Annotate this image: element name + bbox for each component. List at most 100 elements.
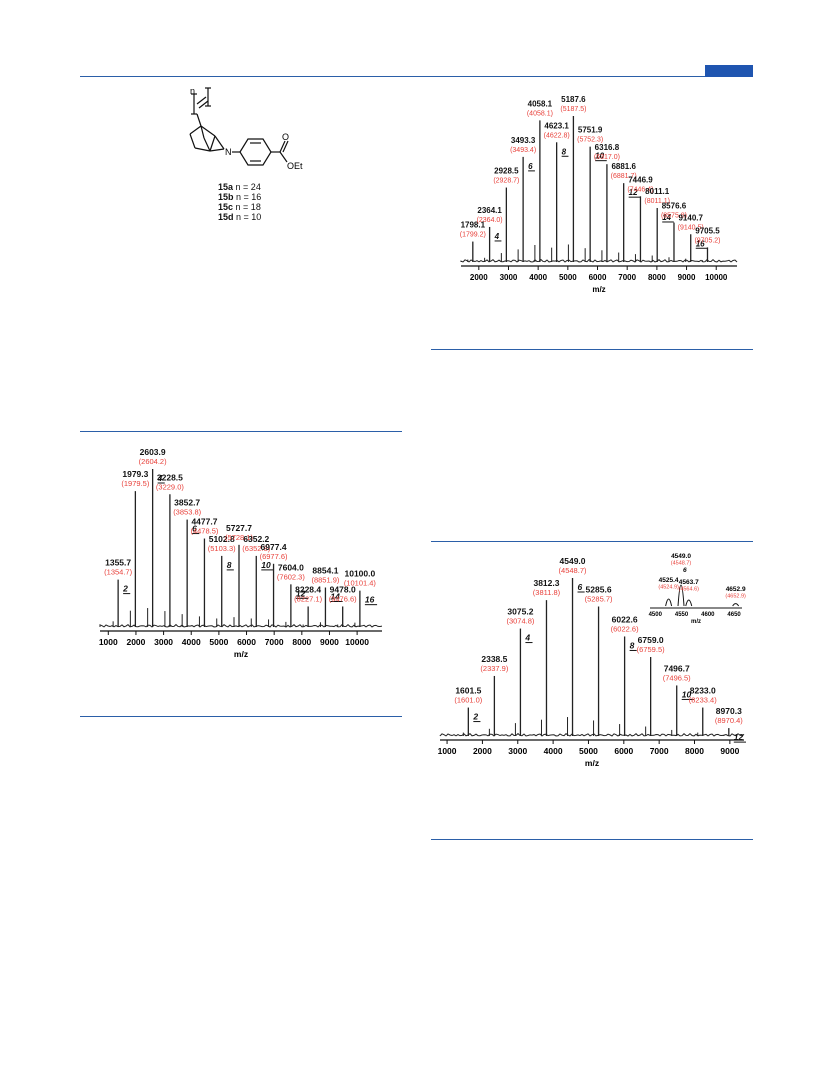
peak-n-label: 8 (630, 640, 635, 650)
x-tick-label: 4000 (182, 637, 201, 647)
peak-n-label: 10 (595, 152, 604, 161)
peak-observed-label: 5751.9 (578, 126, 603, 135)
peak-calculated-label: (4622.8) (544, 132, 570, 139)
peak-calculated-label: (4478.5) (190, 527, 218, 536)
inset-peak-calculated-label: (4652.9) (725, 594, 746, 600)
x-tick-label: 3000 (154, 637, 173, 647)
x-tick-label: 7000 (650, 746, 669, 756)
x-tick-label: 3000 (508, 746, 527, 756)
maldi-spectrum-a: 1000 2000 3000 4000 5000 6000 7000 8000 9000 1000… (99, 447, 383, 659)
compound-15d: 15d n = 10 (218, 212, 262, 222)
inset-peak-observed-label: 4549.0 (671, 553, 691, 560)
x-tick-label: 9000 (720, 746, 739, 756)
peak-n-label: 14 (330, 592, 340, 602)
compound-15c: 15c n = 18 (218, 202, 261, 212)
peak-observed-label: 9705.5 (695, 226, 720, 235)
chemical-scheme: n N O OEt 15a n = 24 15b n = 16 15c n = … (170, 86, 330, 226)
x-tick-label: 4000 (529, 273, 547, 282)
x-tick-label: 5000 (579, 746, 598, 756)
peak-calculated-label: (1799.2) (460, 232, 486, 239)
peak-observed-label: 5727.7 (226, 523, 252, 533)
peak-observed-label: 5285.6 (586, 584, 612, 594)
peak-calculated-label: (8011.1) (644, 198, 670, 205)
peak-calculated-label: (3229.0) (156, 482, 184, 491)
peak-n-label: 10 (682, 689, 692, 699)
peak-observed-label: 6759.0 (638, 635, 664, 645)
peak-observed-label: 5187.6 (561, 95, 586, 104)
x-tick-label: 2000 (473, 746, 492, 756)
peak-calculated-label: (6881.7) (611, 173, 637, 180)
x-tick-label: 8000 (648, 273, 666, 282)
inset-peak (685, 599, 693, 607)
peak-calculated-label: (7446.4) (627, 186, 653, 193)
peak-calculated-label: (8227.1) (294, 594, 322, 603)
x-tick-label: 7000 (618, 273, 636, 282)
x-tick-label: 8000 (292, 637, 311, 647)
peak-observed-label: 4623.1 (544, 121, 569, 130)
x-tick-label: 7000 (265, 637, 284, 647)
peak-observed-label: 4477.7 (191, 517, 217, 527)
inset-peak-observed-label: 4563.7 (679, 579, 699, 586)
peak-n-label: 12 (296, 588, 306, 598)
inset-peak-calculated-label: (4564.6) (678, 587, 699, 593)
peak-calculated-label: (4058.1) (527, 110, 553, 117)
inset-x-tick-label: 4600 (701, 612, 715, 618)
peak-observed-label: 7604.0 (278, 562, 304, 572)
x-tick-label: 9000 (678, 273, 696, 282)
peak-observed-label: 6977.4 (261, 542, 287, 552)
peak-observed-label: 4549.0 (560, 556, 586, 566)
inset-x-tick-label: 4550 (675, 612, 689, 618)
peak-n-label: 2 (122, 584, 128, 594)
peak-calculated-label: (2364.0) (477, 217, 503, 224)
peak-observed-label: 8854.1 (312, 566, 338, 576)
peak-calculated-label: (1354.7) (104, 568, 132, 577)
peak-calculated-label: (3493.4) (510, 147, 536, 154)
peak-observed-label: 1601.5 (455, 686, 481, 696)
peak-observed-label: 3075.2 (507, 607, 533, 617)
peak-calculated-label: (10101.4) (344, 579, 377, 588)
figure-rule-right-1 (431, 349, 753, 350)
peak-calculated-label: (5728.1) (225, 533, 253, 542)
figure-rule-left-top (80, 431, 402, 432)
x-tick-label: 6000 (589, 273, 607, 282)
repeat-label: n (190, 86, 195, 96)
inset-plot: 4500 4550 4600 4650m/z4525.4(4524.9)4549.0(… (649, 553, 746, 625)
peak-calculated-label: (9140.5) (678, 224, 704, 231)
peak-observed-label: 2338.5 (481, 654, 507, 664)
peak-observed-label: 4058.1 (528, 99, 553, 108)
x-tick-label: 3000 (500, 273, 518, 282)
inset-peak-calculated-label: (4548.7) (671, 561, 692, 567)
inset-peak (665, 598, 673, 607)
peak-n-label: 16 (696, 239, 705, 248)
header-rule (80, 76, 753, 77)
figure-rule-right-3 (431, 839, 753, 840)
x-tick-label: 2000 (126, 637, 145, 647)
peak-observed-label: 8576.6 (662, 202, 687, 211)
baseline-trace (99, 623, 383, 628)
peak-calculated-label: (7496.5) (663, 673, 691, 682)
peak-calculated-label: (1601.0) (454, 696, 482, 705)
peak-observed-label: 2364.1 (477, 206, 502, 215)
peak-calculated-label: (6317.0) (594, 154, 620, 161)
inset-peak (732, 603, 740, 607)
figure-rule-left-bottom (80, 716, 402, 717)
peak-observed-label: 2928.5 (494, 167, 519, 176)
peak-n-label: 2 (472, 712, 478, 722)
peak-calculated-label: (1979.5) (121, 479, 149, 488)
peak-calculated-label: (6759.5) (637, 645, 665, 654)
peak-n-label: 16 (365, 595, 375, 605)
inset-peak-calculated-label: (4524.9) (658, 585, 679, 591)
page-tab (705, 65, 753, 77)
x-axis-label: m/z (234, 649, 248, 659)
compound-list: 15a n = 24 15b n = 16 15c n = 18 15d n =… (218, 182, 261, 222)
peak-calculated-label: (6352.8) (242, 544, 270, 553)
x-tick-label: 4000 (544, 746, 563, 756)
figure-rule-right-2 (431, 541, 753, 542)
x-axis-label: m/z (585, 758, 599, 768)
svg-text:O: O (282, 132, 289, 142)
peak-observed-label: 8011.1 (645, 187, 670, 196)
peak-observed-label: 1979.3 (122, 469, 148, 479)
x-tick-label: 2000 (470, 273, 488, 282)
peak-observed-label: 3493.3 (511, 136, 536, 145)
peak-n-label: 4 (524, 633, 530, 643)
